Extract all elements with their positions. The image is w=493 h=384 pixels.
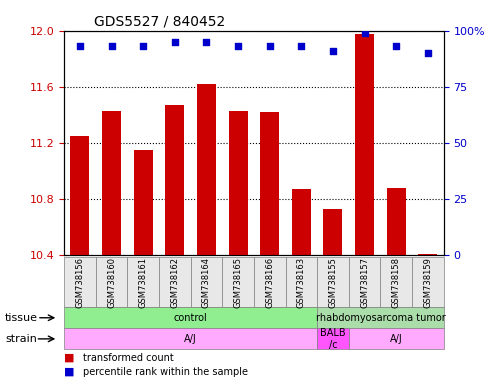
Bar [70, 136, 89, 255]
Bar [134, 150, 153, 255]
Text: tissue: tissue [5, 313, 38, 323]
Text: GSM738164: GSM738164 [202, 257, 211, 308]
Text: percentile rank within the sample: percentile rank within the sample [83, 367, 248, 377]
Point [392, 43, 400, 50]
Text: A/J: A/J [184, 334, 197, 344]
Point [329, 48, 337, 54]
Bar [260, 112, 279, 255]
Point [171, 39, 179, 45]
Point [424, 50, 432, 56]
Bar [355, 33, 374, 255]
Bar [387, 188, 406, 255]
Text: A/J: A/J [390, 334, 403, 344]
Text: transformed count: transformed count [83, 353, 174, 363]
Bar [323, 209, 343, 255]
Text: GSM738157: GSM738157 [360, 257, 369, 308]
Text: control: control [174, 313, 208, 323]
Text: GSM738166: GSM738166 [265, 257, 274, 308]
Bar [165, 105, 184, 255]
Point [297, 43, 305, 50]
Point [361, 30, 369, 36]
Text: ■: ■ [64, 353, 74, 363]
Text: GDS5527 / 840452: GDS5527 / 840452 [95, 14, 226, 28]
Text: GSM738156: GSM738156 [75, 257, 84, 308]
Bar [197, 84, 216, 255]
Text: GSM738162: GSM738162 [170, 257, 179, 308]
Point [107, 43, 115, 50]
Text: strain: strain [5, 334, 37, 344]
Bar [419, 254, 437, 255]
Point [139, 43, 147, 50]
Point [203, 39, 211, 45]
Text: ■: ■ [64, 367, 74, 377]
Text: GSM738161: GSM738161 [139, 257, 148, 308]
Bar [292, 189, 311, 255]
Point [266, 43, 274, 50]
Text: GSM738165: GSM738165 [234, 257, 243, 308]
Text: GSM738160: GSM738160 [107, 257, 116, 308]
Text: GSM738158: GSM738158 [392, 257, 401, 308]
Point [76, 43, 84, 50]
Text: BALB
/c: BALB /c [320, 328, 346, 350]
Text: GSM738155: GSM738155 [328, 257, 338, 308]
Text: GSM738159: GSM738159 [423, 257, 432, 308]
Point [234, 43, 242, 50]
Bar [229, 111, 247, 255]
Text: GSM738163: GSM738163 [297, 257, 306, 308]
Text: rhabdomyosarcoma tumor: rhabdomyosarcoma tumor [316, 313, 445, 323]
Bar [102, 111, 121, 255]
